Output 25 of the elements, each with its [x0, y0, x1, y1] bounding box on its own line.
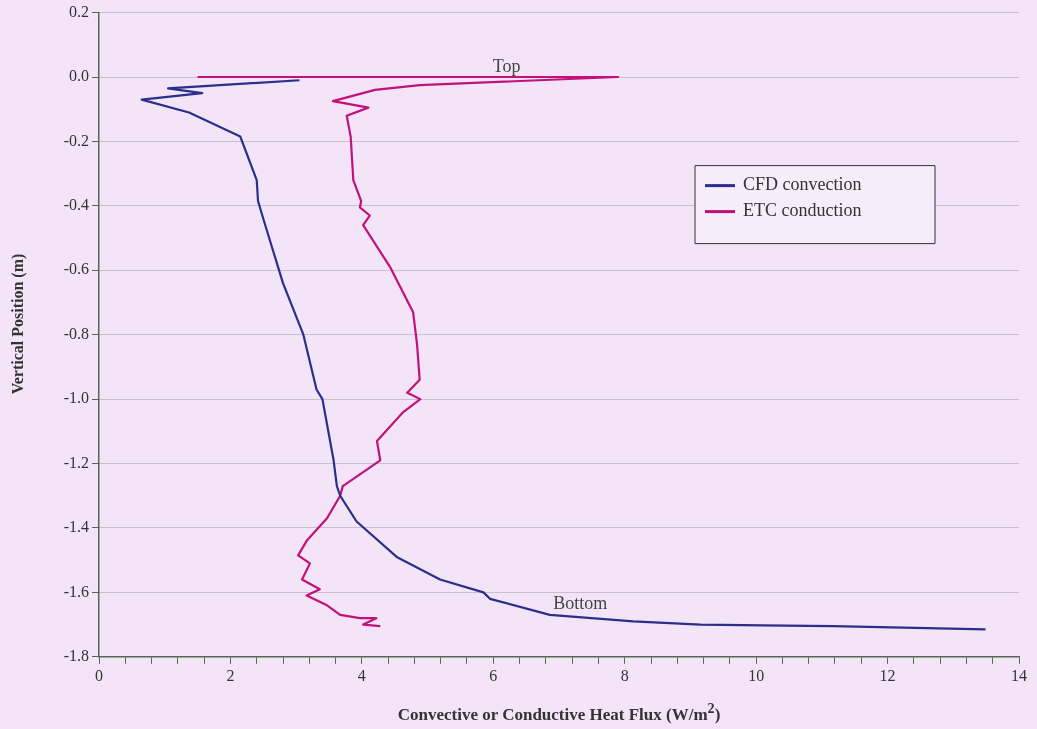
legend-label: ETC conduction [743, 200, 862, 221]
x-tick-label: 12 [879, 666, 896, 684]
x-tick-label: 6 [489, 666, 498, 684]
y-axis-title: Vertical Position (m) [9, 252, 27, 397]
y-tick-label: 0.0 [69, 67, 89, 85]
annotation: Bottom [553, 592, 608, 613]
y-tick-label: -1.6 [63, 582, 89, 600]
x-tick-label: 4 [357, 666, 366, 684]
y-tick-label: 0.2 [69, 2, 89, 20]
y-tick-label: -1.2 [63, 453, 89, 471]
y-tick-label: -0.2 [63, 131, 89, 149]
annotation: Top [492, 56, 521, 77]
y-tick-label: -1.4 [63, 518, 89, 536]
y-tick-label: -0.8 [63, 324, 89, 342]
y-tick-label: -0.4 [63, 196, 89, 214]
x-tick-label: 0 [95, 666, 103, 684]
y-tick-label: -1.8 [63, 647, 89, 664]
x-tick-label: 10 [748, 666, 765, 684]
legend-label: CFD convection [743, 174, 862, 195]
x-tick-label: 2 [226, 666, 235, 684]
x-axis-title: Convective or Conductive Heat Flux (W/m$^{2}$) [396, 700, 722, 725]
y-tick-label: -1.0 [63, 389, 89, 407]
x-tick-label: 14 [1011, 666, 1027, 684]
y-tick-label: -0.6 [63, 260, 89, 278]
x-tick-label: 8 [620, 666, 629, 684]
